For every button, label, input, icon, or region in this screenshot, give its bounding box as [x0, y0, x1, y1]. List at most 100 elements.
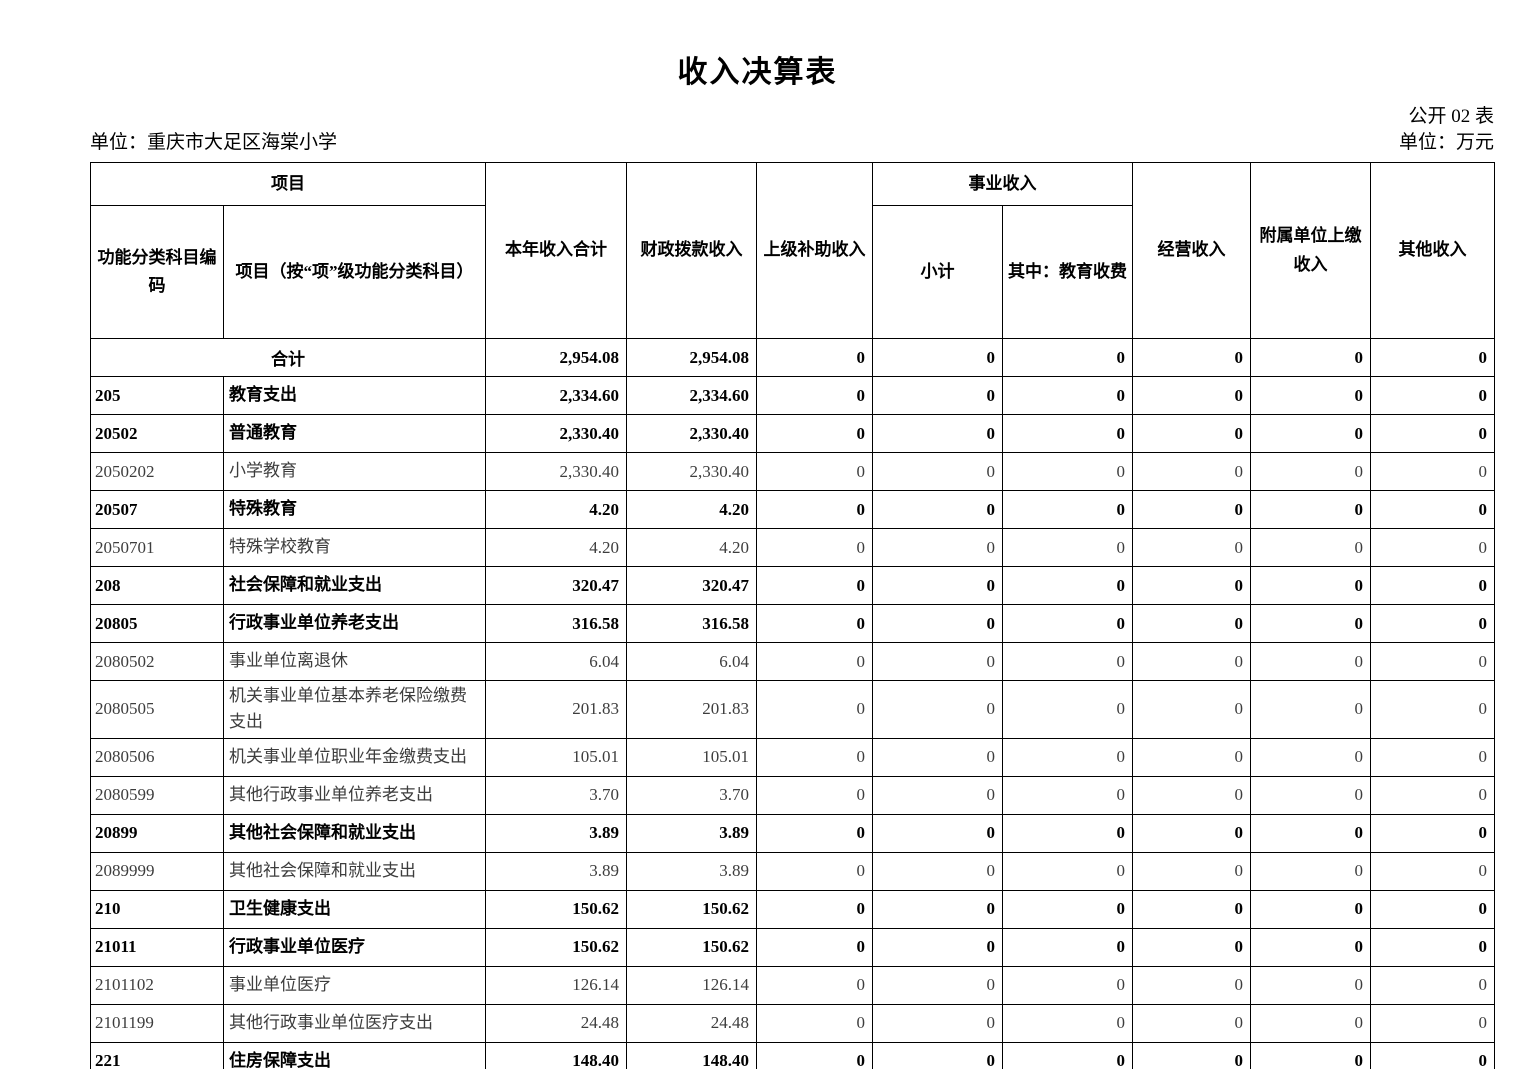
row-value: 0 — [872, 376, 1003, 415]
table-row: 2101199 其他行政事业单位医疗支出 24.48 24.48 0 0 0 0 0 0 — [90, 1003, 1495, 1043]
row-code: 221 — [90, 1041, 224, 1069]
table-row: 221 住房保障支出 148.40 148.40 0 0 0 0 0 0 — [90, 1041, 1495, 1069]
row-code: 21011 — [90, 927, 224, 967]
row-value: 0 — [872, 775, 1003, 815]
row-value: 0 — [1250, 414, 1371, 453]
row-value: 148.40 — [626, 1041, 757, 1069]
row-total-label: 合计 — [90, 338, 486, 377]
row-value: 0 — [756, 1003, 873, 1043]
row-value: 0 — [1370, 604, 1495, 643]
row-value: 0 — [1250, 376, 1371, 415]
row-value: 0 — [1132, 604, 1251, 643]
row-code: 20502 — [90, 414, 224, 453]
row-value: 6.04 — [485, 642, 627, 681]
row-value: 201.83 — [485, 680, 627, 739]
currency-unit-label: 单位：万元 — [1398, 132, 1494, 153]
row-name: 特殊学校教育 — [223, 528, 486, 567]
row-value: 0 — [1370, 889, 1495, 929]
row-value: 0 — [872, 490, 1003, 529]
row-value: 0 — [1002, 965, 1133, 1005]
row-value: 0 — [756, 851, 873, 891]
row-value: 0 — [1002, 813, 1133, 853]
row-name: 事业单位离退休 — [223, 642, 486, 681]
row-value: 0 — [1132, 376, 1251, 415]
row-value: 0 — [1132, 965, 1251, 1005]
row-value: 0 — [1370, 490, 1495, 529]
row-name: 特殊教育 — [223, 490, 486, 529]
row-value: 0 — [756, 376, 873, 415]
row-value: 0 — [872, 604, 1003, 643]
revenue-table: 项目 本年收入合计 财政拨款收入 上级补助收入 事业收入 经营收入 附属单位上缴… — [90, 162, 1495, 1069]
row-name: 机关事业单位基本养老保险缴费支出 — [223, 680, 486, 739]
row-value: 148.40 — [485, 1041, 627, 1069]
row-value: 0 — [872, 566, 1003, 605]
row-value: 2,330.40 — [626, 452, 757, 491]
header-business-income-group: 事业收入 — [872, 162, 1133, 206]
row-value: 0 — [872, 927, 1003, 967]
row-value: 0 — [1002, 775, 1133, 815]
row-value: 0 — [1250, 1003, 1371, 1043]
row-value: 2,954.08 — [485, 338, 627, 377]
row-value: 3.89 — [485, 851, 627, 891]
row-name: 其他行政事业单位医疗支出 — [223, 1003, 486, 1043]
row-value: 0 — [1002, 566, 1133, 605]
row-value: 0 — [1132, 452, 1251, 491]
table-row: 210 卫生健康支出 150.62 150.62 0 0 0 0 0 0 — [90, 889, 1495, 929]
row-value: 0 — [756, 965, 873, 1005]
row-name: 行政事业单位医疗 — [223, 927, 486, 967]
row-value: 0 — [1250, 528, 1371, 567]
row-code: 2050202 — [90, 452, 224, 491]
row-value: 0 — [1132, 851, 1251, 891]
row-value: 0 — [1250, 604, 1371, 643]
row-name: 小学教育 — [223, 452, 486, 491]
row-value: 3.70 — [626, 775, 757, 815]
row-value: 0 — [1370, 680, 1495, 739]
header-year-total: 本年收入合计 — [485, 162, 627, 339]
header-project-group: 项目 — [90, 162, 486, 206]
table-body: 合计 2,954.08 2,954.08 0 0 0 0 0 0 205 教育支出 2,334.60 2… — [90, 338, 1495, 1069]
table-row: 20899 其他社会保障和就业支出 3.89 3.89 0 0 0 0 0 0 — [90, 813, 1495, 853]
row-value: 0 — [1002, 642, 1133, 681]
row-value: 0 — [1132, 528, 1251, 567]
row-value: 0 — [872, 889, 1003, 929]
row-value: 0 — [1132, 813, 1251, 853]
row-value: 24.48 — [626, 1003, 757, 1043]
row-value: 0 — [1370, 813, 1495, 853]
row-value: 0 — [1132, 566, 1251, 605]
row-value: 0 — [872, 680, 1003, 739]
row-value: 150.62 — [485, 927, 627, 967]
header-row-columns: 功能分类科目编码 项目（按“项”级功能分类科目） 小计 其中：教育收费 — [90, 205, 1495, 339]
table-row: 2080506 机关事业单位职业年金缴费支出 105.01 105.01 0 0 0 0 0 0 — [90, 737, 1495, 777]
row-value: 3.70 — [485, 775, 627, 815]
row-code: 20899 — [90, 813, 224, 853]
table-row: 合计 2,954.08 2,954.08 0 0 0 0 0 0 — [90, 338, 1495, 377]
table-row: 208 社会保障和就业支出 320.47 320.47 0 0 0 0 0 0 — [90, 566, 1495, 605]
row-value: 0 — [1250, 775, 1371, 815]
row-value: 2,330.40 — [485, 452, 627, 491]
row-value: 4.20 — [485, 490, 627, 529]
row-value: 0 — [1002, 1041, 1133, 1069]
row-value: 0 — [1002, 604, 1133, 643]
row-value: 6.04 — [626, 642, 757, 681]
row-name: 卫生健康支出 — [223, 889, 486, 929]
row-value: 0 — [756, 927, 873, 967]
row-value: 0 — [1002, 338, 1133, 377]
row-value: 201.83 — [626, 680, 757, 739]
row-name: 其他社会保障和就业支出 — [223, 813, 486, 853]
header-edu-fee: 其中：教育收费 — [1002, 205, 1133, 339]
row-value: 0 — [1370, 452, 1495, 491]
row-value: 320.47 — [485, 566, 627, 605]
page-title: 收入决算表 — [677, 56, 838, 89]
row-value: 0 — [1370, 642, 1495, 681]
row-value: 0 — [1132, 889, 1251, 929]
row-value: 0 — [756, 452, 873, 491]
row-value: 0 — [756, 1041, 873, 1069]
row-value: 0 — [1370, 851, 1495, 891]
row-value: 0 — [872, 737, 1003, 777]
row-value: 0 — [1132, 338, 1251, 377]
row-value: 0 — [872, 1003, 1003, 1043]
row-value: 0 — [872, 642, 1003, 681]
header-other: 其他收入 — [1370, 162, 1495, 339]
row-value: 0 — [1250, 452, 1371, 491]
row-value: 0 — [1370, 775, 1495, 815]
